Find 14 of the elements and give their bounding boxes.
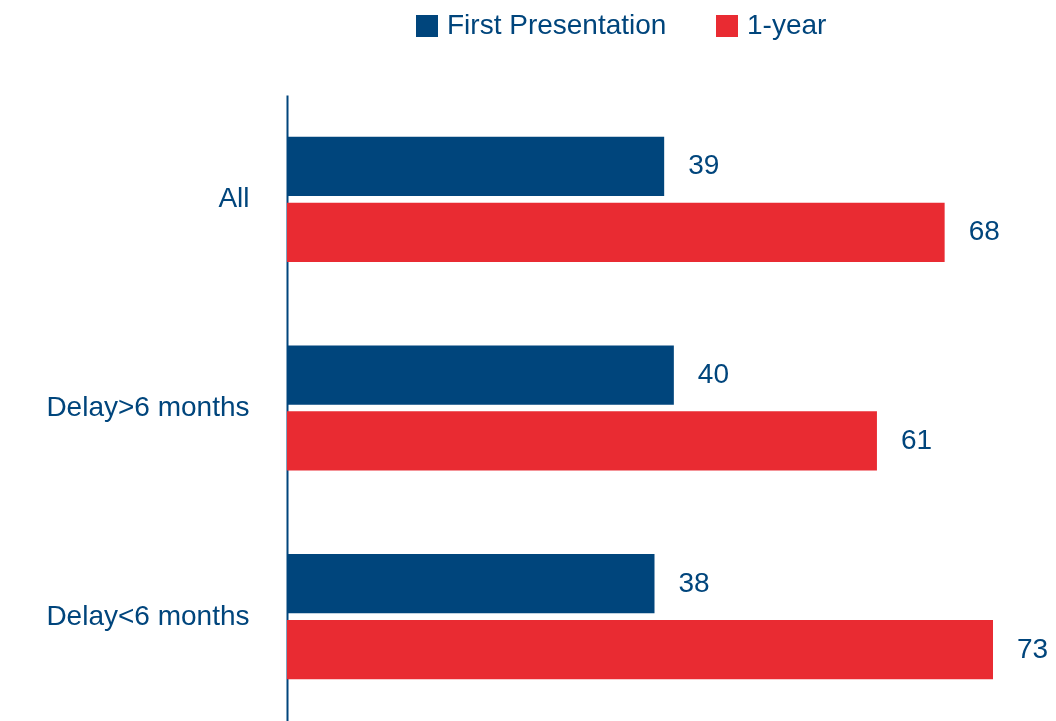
data-label: 40 (697, 358, 730, 390)
data-label: 68 (968, 215, 1000, 247)
bar (287, 202, 945, 262)
data-label: 73 (1017, 632, 1049, 664)
bar (287, 619, 993, 680)
legend-label: 1-year (747, 9, 827, 40)
y-tick-label: All (218, 182, 250, 214)
data-label: 61 (900, 423, 933, 455)
data-label: 39 (688, 149, 720, 181)
legend-label: First Presentation (447, 9, 667, 40)
bar (287, 411, 877, 471)
y-tick-label: Delay>6 months (46, 391, 250, 422)
data-label: 38 (678, 566, 710, 598)
y-tick-label: Delay<6 months (46, 599, 250, 631)
